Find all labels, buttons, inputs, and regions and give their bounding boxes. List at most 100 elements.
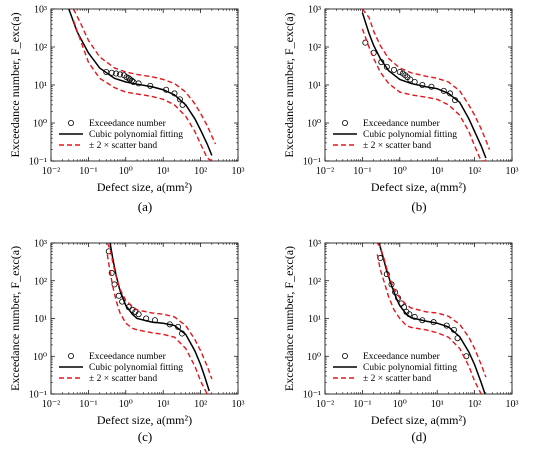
data-point bbox=[411, 313, 418, 320]
data-point bbox=[113, 70, 120, 77]
data-point bbox=[176, 96, 183, 103]
x-tick-label: 10¹ bbox=[431, 399, 444, 410]
y-tick-label: 10¹ bbox=[34, 81, 47, 92]
legend-entry: ± 2 × scatter band bbox=[59, 141, 157, 151]
x-tick-label: 10¹ bbox=[157, 166, 170, 177]
fit-curve bbox=[68, 9, 213, 156]
x-tick-label: 10⁻¹ bbox=[353, 166, 371, 177]
plot-area bbox=[376, 243, 487, 394]
y-axis-title: Exceedance number, F_exc(a) bbox=[8, 12, 22, 157]
y-tick-label: 10⁻¹ bbox=[303, 390, 321, 401]
x-tick-label: 10⁰ bbox=[393, 399, 407, 410]
data-point bbox=[391, 66, 398, 73]
x-tick-label: 10⁻² bbox=[42, 166, 60, 177]
panel-label: (d) bbox=[411, 429, 426, 444]
data-point bbox=[362, 39, 369, 46]
y-tick-label: 10¹ bbox=[308, 314, 321, 325]
fit-curve bbox=[109, 243, 210, 392]
legend-entry: Cubic polynomial fitting bbox=[333, 129, 457, 140]
scatter-band-lower bbox=[106, 254, 212, 394]
legend-label: Exceedance number bbox=[363, 119, 441, 129]
y-axis-title: Exceedance number, F_exc(a) bbox=[282, 12, 296, 157]
y-tick-label: 10⁻¹ bbox=[29, 157, 47, 168]
scatter-band-upper bbox=[72, 9, 217, 145]
series-band bbox=[106, 243, 213, 394]
y-axis-title: Exceedance number, F_exc(a) bbox=[282, 246, 296, 391]
legend-entry: Exceedance number bbox=[341, 119, 441, 129]
y-tick-label: 10⁻¹ bbox=[303, 157, 321, 168]
x-tick-label: 10³ bbox=[506, 399, 519, 410]
data-point bbox=[117, 71, 124, 78]
x-axis-title: Defect size, a(mm²) bbox=[97, 413, 192, 427]
y-tick-label: 10¹ bbox=[308, 81, 321, 92]
legend-entry: Cubic polynomial fitting bbox=[333, 362, 457, 373]
panel-label: (a) bbox=[138, 199, 152, 214]
series-line bbox=[361, 12, 487, 159]
legend-label: Cubic polynomial fitting bbox=[89, 129, 183, 140]
x-tick-label: 10³ bbox=[232, 166, 245, 177]
x-tick-label: 10⁰ bbox=[393, 166, 407, 177]
x-tick-label: 10¹ bbox=[431, 166, 444, 177]
data-point bbox=[108, 69, 115, 76]
scatter-band-upper bbox=[361, 9, 491, 150]
legend-label: ± 2 × scatter band bbox=[89, 141, 157, 151]
x-tick-label: 10² bbox=[468, 399, 481, 410]
y-tick-label: 10³ bbox=[34, 239, 47, 250]
series-scatter bbox=[105, 248, 186, 337]
legend-label: Cubic polynomial fitting bbox=[363, 129, 457, 140]
y-tick-label: 10² bbox=[308, 276, 321, 287]
data-point bbox=[111, 281, 118, 288]
series-band bbox=[361, 9, 491, 161]
x-tick-label: 10⁻¹ bbox=[79, 166, 97, 177]
legend-entry: Exceedance number bbox=[68, 119, 167, 129]
scatter-band-lower bbox=[361, 28, 490, 161]
x-axis-title: Defect size, a(mm²) bbox=[371, 413, 466, 427]
x-axis-title: Defect size, a(mm²) bbox=[371, 180, 466, 194]
chart-panel-d: 10⁻² 10⁻¹ 10⁰ 10¹ 10² 10³10⁻¹10⁰10¹10²10³Defe… bbox=[282, 239, 519, 445]
legend-label: ± 2 × scatter band bbox=[363, 374, 431, 384]
scatter-band-upper bbox=[376, 243, 487, 378]
panel-label: (b) bbox=[411, 199, 426, 214]
fit-curve bbox=[361, 12, 487, 159]
scatter-band-upper bbox=[106, 243, 213, 380]
x-axis-title: Defect size, a(mm²) bbox=[97, 180, 192, 194]
y-tick-label: 10⁰ bbox=[307, 119, 321, 130]
data-point bbox=[135, 311, 142, 318]
legend-entry: Cubic polynomial fitting bbox=[59, 129, 183, 140]
x-tick-label: 10² bbox=[468, 166, 481, 177]
x-tick-label: 10² bbox=[194, 399, 207, 410]
x-tick-label: 10⁻² bbox=[42, 399, 60, 410]
y-tick-label: 10³ bbox=[308, 5, 321, 16]
chart-panel-a: 10⁻² 10⁻¹ 10⁰ 10¹ 10² 10³10⁻¹10⁰10¹10²10³Defe… bbox=[8, 5, 245, 215]
y-tick-label: 10⁰ bbox=[33, 352, 47, 363]
plot-area bbox=[68, 9, 217, 161]
series-band bbox=[376, 243, 487, 394]
series-line bbox=[378, 243, 486, 394]
x-tick-label: 10⁰ bbox=[119, 166, 133, 177]
legend-entry: Exceedance number bbox=[341, 352, 441, 362]
plot-area bbox=[105, 243, 213, 394]
legend-entry: Exceedance number bbox=[68, 352, 167, 362]
y-tick-label: 10² bbox=[308, 43, 321, 54]
x-tick-label: 10⁰ bbox=[119, 399, 133, 410]
y-tick-label: 10³ bbox=[34, 5, 47, 16]
x-tick-label: 10² bbox=[194, 166, 207, 177]
x-tick-label: 10¹ bbox=[157, 399, 170, 410]
legend-entry: ± 2 × scatter band bbox=[59, 374, 157, 384]
series-band bbox=[72, 9, 217, 161]
legend-label: ± 2 × scatter band bbox=[89, 374, 157, 384]
y-tick-label: 10² bbox=[34, 43, 47, 54]
legend-marker bbox=[341, 120, 348, 127]
chart-panel-b: 10⁻² 10⁻¹ 10⁰ 10¹ 10² 10³10⁻¹10⁰10¹10²10³Defe… bbox=[282, 5, 519, 215]
y-tick-label: 10³ bbox=[308, 239, 321, 250]
y-tick-label: 10⁰ bbox=[33, 119, 47, 130]
y-tick-label: 10¹ bbox=[34, 314, 47, 325]
y-tick-label: 10⁻¹ bbox=[29, 390, 47, 401]
data-point bbox=[383, 63, 390, 70]
y-tick-label: 10⁰ bbox=[307, 352, 321, 363]
chart-panel-c: 10⁻² 10⁻¹ 10⁰ 10¹ 10² 10³10⁻¹10⁰10¹10²10³Defe… bbox=[8, 239, 245, 445]
legend-entry: ± 2 × scatter band bbox=[333, 141, 431, 151]
x-tick-label: 10⁻² bbox=[316, 399, 334, 410]
legend-label: Cubic polynomial fitting bbox=[89, 362, 183, 373]
